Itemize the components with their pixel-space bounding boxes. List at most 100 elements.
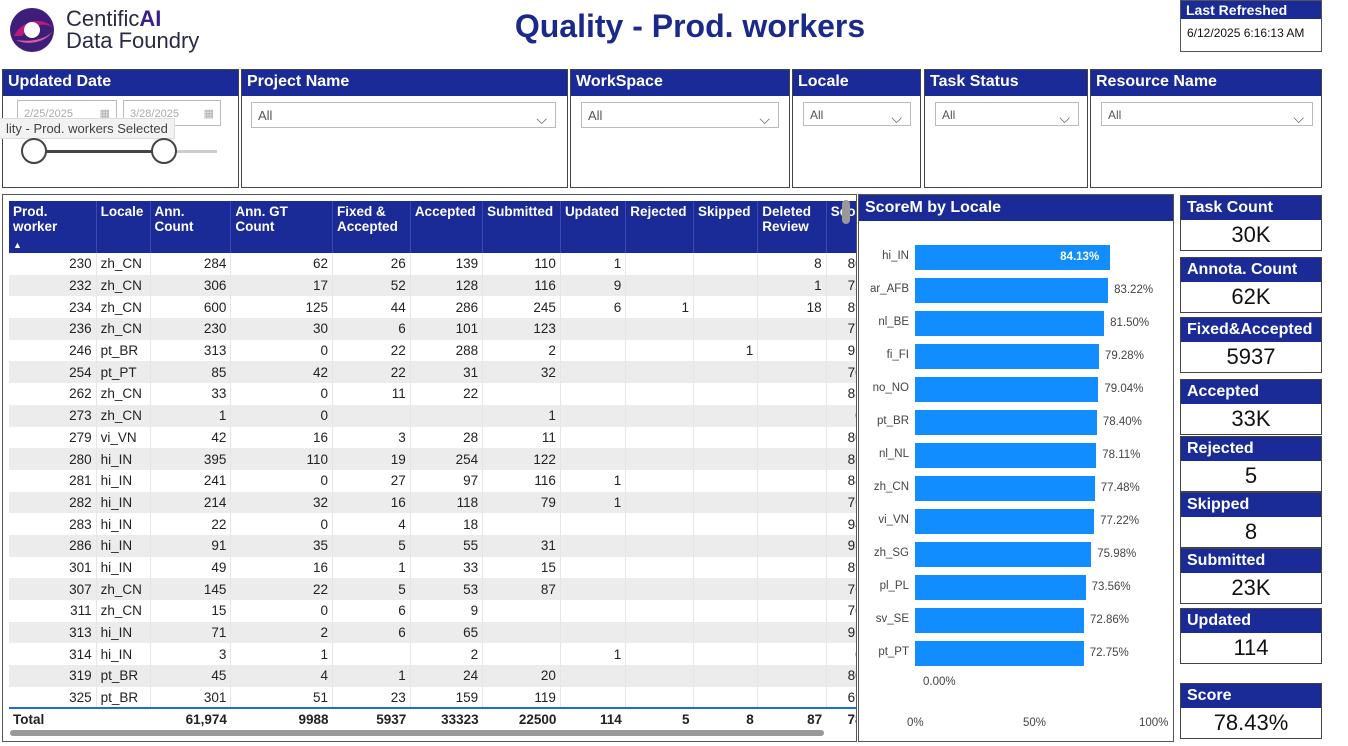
- table-cell: pt_PT: [96, 361, 151, 384]
- table-cell: 97.32': [826, 621, 856, 644]
- table-cell: [560, 556, 627, 579]
- bar[interactable]: [915, 377, 1099, 402]
- table-cell: 23: [332, 686, 411, 709]
- bar-value-label: 79.28%: [1104, 350, 1144, 362]
- locale-dropdown[interactable]: All ⌵: [803, 102, 911, 126]
- table-cell: [410, 404, 484, 427]
- table-cell: 282: [9, 491, 97, 514]
- table-cell: [757, 686, 827, 709]
- project-name-dropdown[interactable]: All ⌵: [251, 102, 556, 128]
- table-cell: 51: [230, 686, 334, 709]
- table-vertical-scrollbar[interactable]: [842, 200, 850, 224]
- filter-locale-label: Locale: [793, 70, 920, 96]
- kpi-label: Score: [1181, 684, 1321, 708]
- category-label: vi_VN: [878, 514, 909, 526]
- table-cell: [757, 600, 827, 622]
- table-cell: 3: [150, 643, 232, 666]
- bar[interactable]: [915, 278, 1109, 303]
- column-header[interactable]: Locale: [96, 201, 151, 253]
- table-cell: hi_IN: [96, 513, 151, 535]
- bar[interactable]: [915, 410, 1097, 435]
- column-header[interactable]: Submitted: [482, 201, 561, 253]
- table-cell: 53: [410, 578, 484, 600]
- bar[interactable]: [915, 476, 1095, 501]
- table-cell: 76.23': [826, 578, 856, 600]
- column-header[interactable]: Updated: [560, 201, 627, 253]
- bar[interactable]: [915, 542, 1092, 567]
- bar[interactable]: [915, 509, 1095, 534]
- table-cell: [693, 621, 759, 644]
- table-cell: 79: [482, 491, 561, 514]
- table-cell: [625, 513, 694, 535]
- table-cell: [757, 404, 827, 427]
- table-cell: [625, 600, 694, 622]
- column-header[interactable]: Skipped: [693, 201, 759, 253]
- logo-line2: Data Foundry: [66, 28, 200, 53]
- workspace-dropdown[interactable]: All ⌵: [581, 102, 779, 128]
- bar[interactable]: [915, 245, 1111, 270]
- table-cell: [625, 448, 694, 470]
- table-cell: 15: [150, 600, 232, 622]
- table-cell: 313: [150, 339, 232, 362]
- table-cell: hi_IN: [96, 621, 151, 644]
- table-horizontal-scrollbar[interactable]: [10, 730, 824, 736]
- bar[interactable]: [915, 608, 1085, 633]
- column-header[interactable]: Deleted Review: [757, 201, 827, 253]
- kpi-value: 33K: [1231, 406, 1271, 431]
- bar-value-label: 84.13%: [1060, 251, 1100, 263]
- bar[interactable]: [915, 641, 1084, 666]
- calendar-icon[interactable]: ▦: [203, 108, 214, 120]
- table-cell: [693, 318, 759, 340]
- table-cell: [482, 643, 561, 666]
- table-cell: [757, 491, 827, 514]
- bar[interactable]: [915, 575, 1086, 600]
- column-header[interactable]: Rejected: [625, 201, 694, 253]
- table-cell: 20: [482, 665, 561, 687]
- kpi-label: Submitted: [1181, 549, 1321, 573]
- resource-name-dropdown[interactable]: All ⌵: [1101, 102, 1313, 126]
- table-cell: 118: [410, 491, 484, 514]
- table-cell: 26: [332, 253, 411, 275]
- column-header[interactable]: Prod. worker ▲: [9, 201, 97, 253]
- table-cell: 1: [560, 469, 627, 492]
- column-header[interactable]: Ann. GT Count: [230, 201, 334, 253]
- table-cell: 16: [332, 491, 411, 514]
- bar[interactable]: [915, 344, 1099, 369]
- bar[interactable]: [915, 443, 1097, 468]
- table-cell: pt_BR: [96, 665, 151, 687]
- date-slider-start-handle[interactable]: [21, 138, 47, 164]
- table-cell: [757, 621, 827, 644]
- total-cell: 78.45': [826, 707, 856, 731]
- column-header[interactable]: Ann. Count: [150, 201, 232, 253]
- chevron-down-icon: ⌵: [1293, 110, 1304, 126]
- sort-ascending-icon[interactable]: ▲: [13, 240, 22, 250]
- column-header[interactable]: Accepted: [410, 201, 484, 253]
- date-slider-end-handle[interactable]: [151, 138, 177, 164]
- calendar-icon[interactable]: ▦: [99, 108, 110, 120]
- column-header[interactable]: Fixed & Accepted: [332, 201, 411, 253]
- table-cell: hi_IN: [96, 469, 151, 492]
- bar[interactable]: [915, 311, 1105, 336]
- task-status-dropdown[interactable]: All ⌵: [935, 102, 1079, 126]
